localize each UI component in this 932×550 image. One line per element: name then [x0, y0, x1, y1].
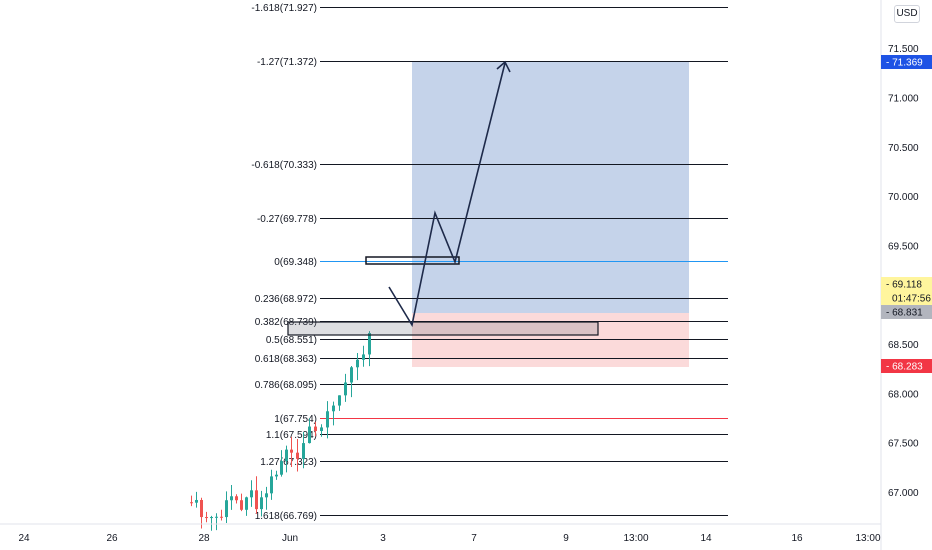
candle-body	[296, 452, 299, 459]
countdown-badge-text: 01:47:56	[892, 294, 931, 305]
projection-path[interactable]	[388, 62, 506, 328]
time-tick-label: 3	[380, 533, 386, 544]
fib-label: 0.5(68.551)	[266, 335, 317, 346]
candle-body	[302, 443, 305, 459]
candle-body	[240, 500, 243, 510]
fib-label: 0.786(68.095)	[255, 380, 317, 391]
candle-body	[314, 426, 317, 431]
candle-body	[200, 499, 203, 518]
time-tick-label: 24	[18, 533, 30, 544]
price-tick-label: 70.000	[888, 192, 919, 203]
candle-body	[250, 490, 253, 498]
candle-body	[285, 449, 288, 462]
time-axis[interactable]: 24 26 28 Jun 3 7 9 13:00 14 16 13:00	[18, 533, 881, 544]
stop-badge-text: - 68.283	[886, 362, 923, 373]
candle-body	[308, 426, 311, 444]
price-tick-label: 71.000	[888, 94, 919, 105]
candle-body	[225, 500, 228, 518]
candle-body	[195, 499, 198, 503]
entry-badge	[881, 305, 932, 319]
target-badge	[881, 55, 932, 69]
fib-label: -1.618(71.927)	[251, 3, 317, 14]
time-tick-label: 28	[198, 533, 210, 544]
time-tick-label: 13:00	[855, 533, 880, 544]
time-tick-label: 9	[563, 533, 569, 544]
resistance-box[interactable]	[365, 256, 460, 265]
price-tick-label: 67.500	[888, 439, 919, 450]
arrow-head	[496, 60, 511, 73]
candle-body	[362, 354, 365, 360]
time-tick-label: 26	[106, 533, 118, 544]
candle-body	[344, 382, 347, 396]
fib-label: -0.27(69.778)	[257, 214, 317, 225]
candle-body	[270, 476, 273, 494]
fib-label: 0.236(68.972)	[255, 294, 317, 305]
entry-badge-text: - 68.831	[886, 308, 923, 319]
fib-label: -0.618(70.333)	[251, 160, 317, 171]
candle-body	[215, 516, 218, 518]
candle-body	[260, 497, 263, 510]
candle-body	[350, 367, 353, 383]
candle-body	[368, 333, 371, 355]
price-tick-label: 71.500	[888, 44, 919, 55]
fib-label: 0.618(68.363)	[255, 354, 317, 365]
price-tick-label: 68.000	[888, 389, 919, 400]
candle-body	[332, 405, 335, 412]
fib-label: 1(67.754)	[274, 414, 317, 425]
price-badges: - 71.369 - 69.118 01:47:56 - 68.831 - 68.283	[881, 55, 932, 373]
countdown-badge	[881, 291, 932, 305]
candle-body	[356, 359, 359, 368]
fib-label: 0.382(68.739)	[255, 317, 317, 328]
candle-body	[255, 490, 258, 510]
target-badge-text: - 71.369	[886, 58, 923, 69]
candle-body	[265, 493, 268, 498]
last_price-badge	[881, 277, 932, 291]
candle-body	[230, 496, 233, 501]
candle-body	[280, 461, 283, 475]
candle-body	[205, 517, 208, 519]
time-tick-label: Jun	[282, 533, 298, 544]
fib-label: 1.27(67.323)	[260, 457, 317, 468]
time-tick-label: 13:00	[623, 533, 648, 544]
price-tick-label: 68.500	[888, 340, 919, 351]
time-tick-label: 7	[471, 533, 477, 544]
candle-body	[275, 474, 278, 477]
fib-label: 1.1(67.594)	[266, 430, 317, 441]
candle-body	[320, 427, 323, 431]
profit-zone[interactable]	[412, 62, 689, 313]
candle-body	[220, 516, 223, 518]
candle-body	[290, 449, 293, 453]
time-tick-label: 16	[791, 533, 803, 544]
candle-body	[338, 395, 341, 406]
stop-badge	[881, 359, 932, 373]
time-tick-label: 14	[700, 533, 712, 544]
candlestick-series	[190, 331, 371, 531]
candle-body	[245, 497, 248, 510]
fib-label: -1.27(71.372)	[257, 57, 317, 68]
price-tick-label: 70.500	[888, 143, 919, 154]
support-box[interactable]	[287, 321, 599, 336]
last_price-badge-text: - 69.118	[886, 280, 922, 291]
price-tick-label: 67.000	[888, 488, 919, 499]
fib-label: 1.618(66.769)	[255, 511, 317, 522]
price-tick-label: 69.500	[888, 241, 919, 252]
currency-button[interactable]: USD	[894, 5, 920, 23]
price-axis[interactable]: 71.50071.00070.50070.00069.50069.00068.5…	[888, 44, 919, 499]
candle-body	[190, 502, 193, 504]
candle-body	[210, 517, 213, 519]
candle-body	[235, 496, 238, 501]
candle-body	[326, 411, 329, 428]
fib-label: 0(69.348)	[274, 257, 317, 268]
